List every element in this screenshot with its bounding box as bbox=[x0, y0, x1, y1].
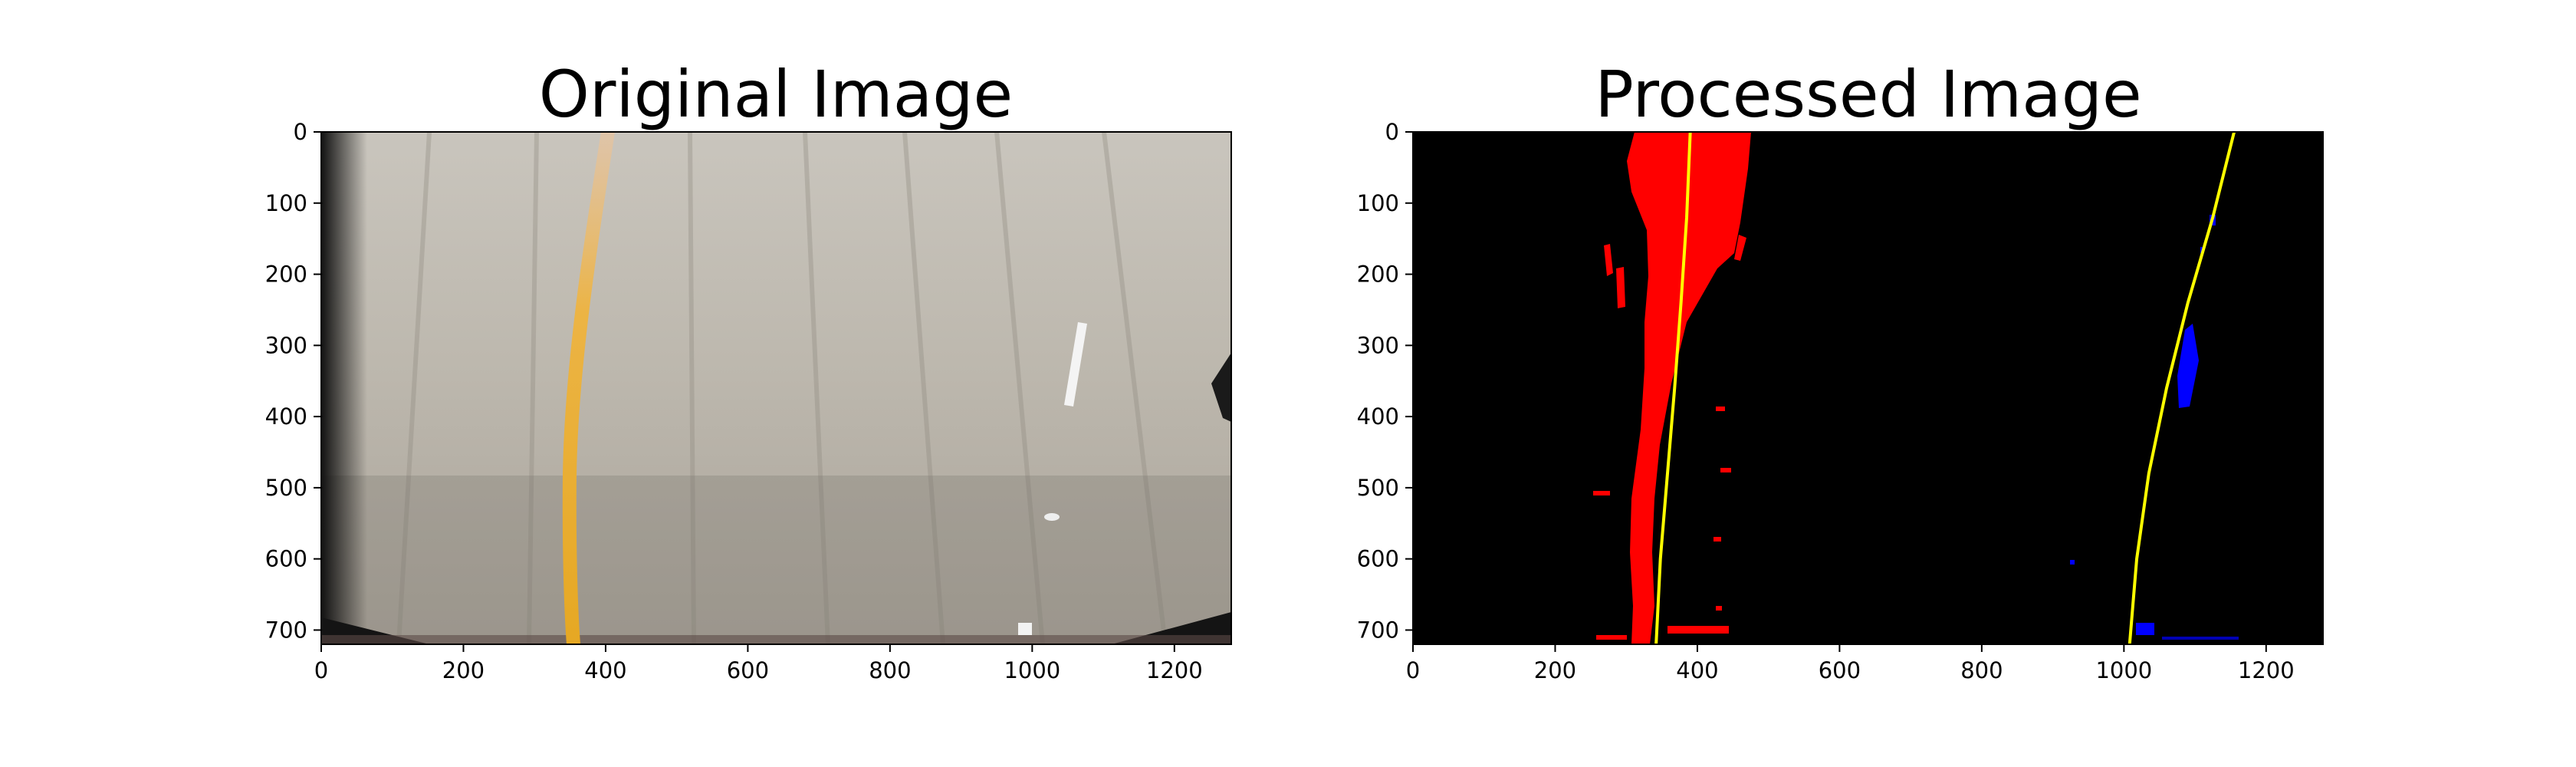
axes-processed: 0 200 400 600 800 1000 1200 0 100 200 300 400 500 600… bbox=[1357, 119, 2295, 683]
y-tick-label: 500 bbox=[1357, 475, 1399, 501]
x-tick-label: 800 bbox=[1960, 657, 2003, 683]
x-tick-label: 800 bbox=[869, 657, 911, 683]
x-tick-label: 0 bbox=[1406, 657, 1420, 683]
x-tick-label: 600 bbox=[727, 657, 769, 683]
y-tick-label: 700 bbox=[1357, 617, 1399, 643]
y-tick-label: 200 bbox=[265, 262, 307, 288]
y-tick-label: 600 bbox=[1357, 546, 1399, 572]
x-tick-label: 200 bbox=[442, 657, 485, 683]
x-tick-label: 600 bbox=[1819, 657, 1861, 683]
panel-title-original: Original Image bbox=[539, 57, 1013, 132]
x-tick-label: 400 bbox=[584, 657, 626, 683]
y-tick-label: 200 bbox=[1357, 262, 1399, 288]
y-tick-label: 400 bbox=[265, 403, 307, 430]
left-lane-pixels bbox=[1627, 132, 1751, 644]
x-tick-label: 1200 bbox=[2238, 657, 2295, 683]
right-lane-fit-line bbox=[2128, 132, 2236, 644]
panel-title-processed: Processed Image bbox=[1595, 57, 2141, 132]
x-tick-label: 400 bbox=[1676, 657, 1718, 683]
panel-processed: Processed Image bbox=[1357, 57, 2324, 683]
y-tick-label: 700 bbox=[265, 617, 307, 643]
x-tick-label: 200 bbox=[1534, 657, 1576, 683]
original-road-image bbox=[321, 132, 1231, 644]
y-tick-label: 0 bbox=[294, 119, 307, 145]
y-tick-label: 300 bbox=[265, 332, 307, 358]
y-tick-label: 100 bbox=[265, 190, 307, 216]
y-tick-label: 300 bbox=[1357, 332, 1399, 358]
x-tick-label: 1000 bbox=[2095, 657, 2152, 683]
y-tick-label: 100 bbox=[1357, 190, 1399, 216]
x-tick-label: 0 bbox=[314, 657, 328, 683]
y-tick-label: 500 bbox=[265, 475, 307, 501]
y-tick-label: 0 bbox=[1385, 119, 1399, 145]
x-tick-label: 1200 bbox=[1146, 657, 1203, 683]
processed-binary-image bbox=[1413, 132, 2323, 644]
x-tick-label: 1000 bbox=[1004, 657, 1060, 683]
left-lane-fit-line bbox=[1654, 132, 1692, 644]
panel-original: Original Image bbox=[265, 57, 1232, 683]
y-tick-label: 600 bbox=[265, 546, 307, 572]
axes-original: 0 200 400 600 800 1000 1200 0 100 200 300 400 500 600… bbox=[265, 119, 1203, 683]
y-tick-label: 400 bbox=[1357, 403, 1399, 430]
